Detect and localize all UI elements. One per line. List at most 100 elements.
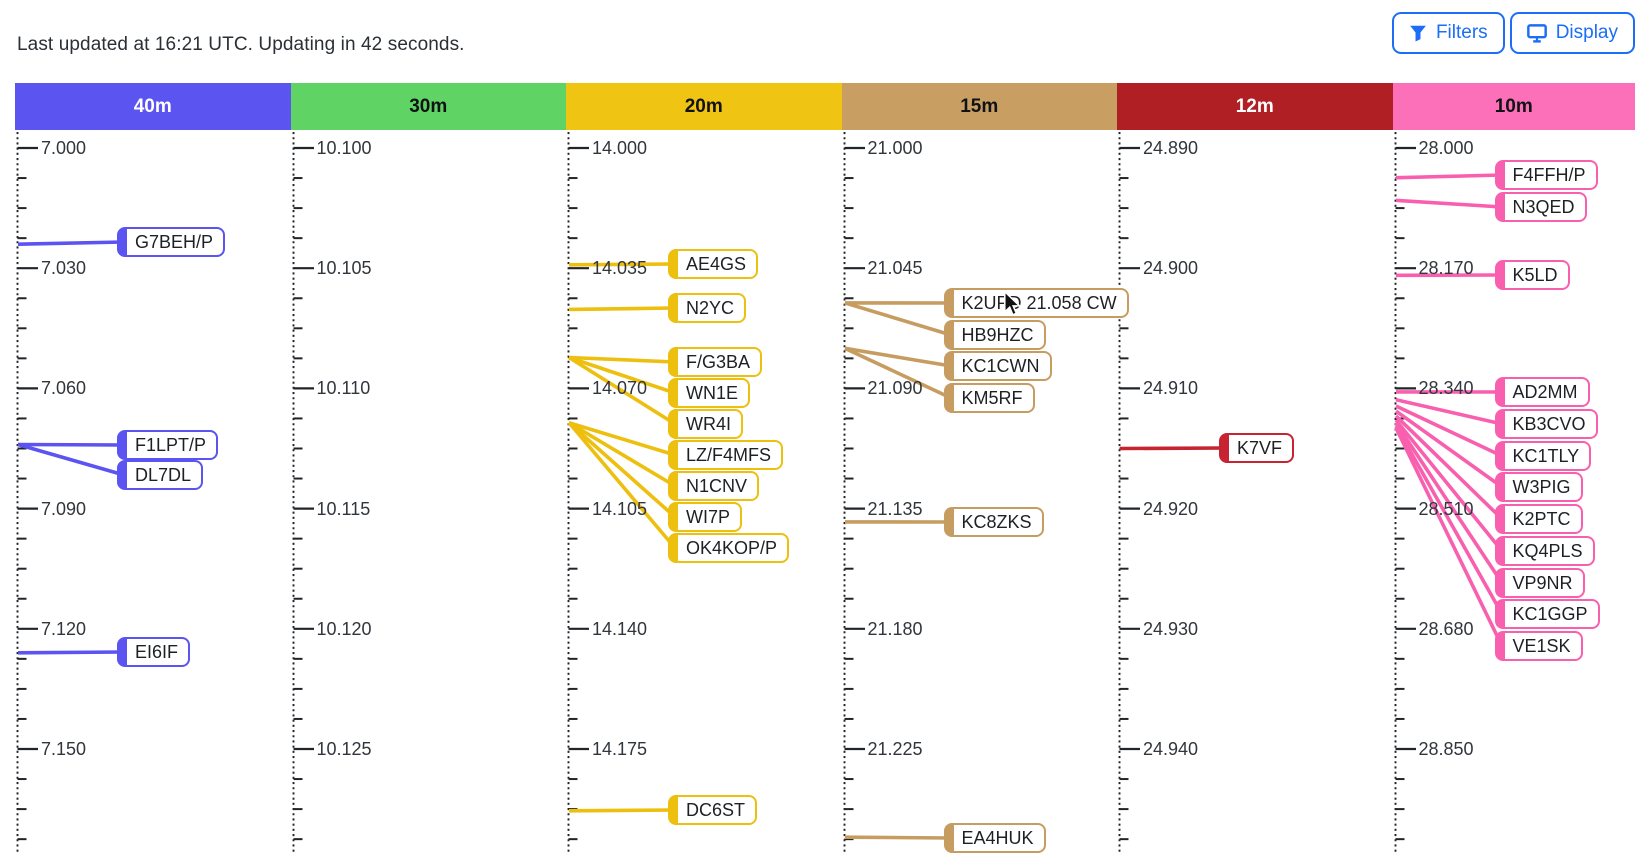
tick-label-24.930: 24.930 [1143, 616, 1198, 642]
tick-label-28.680: 28.680 [1419, 616, 1474, 642]
spot-lz-f4mfs[interactable]: LZ/F4MFS [668, 440, 783, 470]
spot-f4ffh-p[interactable]: F4FFH/P [1495, 160, 1598, 190]
tick-label-14.000: 14.000 [592, 135, 647, 161]
spot-line-dc6st [569, 810, 675, 811]
spot-ad2mm[interactable]: AD2MM [1495, 377, 1590, 407]
tick-label-10.105: 10.105 [317, 255, 372, 281]
tick-label-24.890: 24.890 [1143, 135, 1198, 161]
filters-button[interactable]: Filters [1392, 12, 1505, 54]
spot-f1lpt-p[interactable]: F1LPT/P [117, 430, 218, 460]
spot-kc1tly[interactable]: KC1TLY [1495, 441, 1592, 471]
spot-line-hb9hzc [845, 303, 951, 335]
spot-k2ptc[interactable]: K2PTC [1495, 504, 1583, 534]
spot-ve1sk[interactable]: VE1SK [1495, 631, 1583, 661]
spot-wr4i[interactable]: WR4I [668, 409, 743, 439]
spot-kc1ggp[interactable]: KC1GGP [1495, 599, 1600, 629]
spot-vp9nr[interactable]: VP9NR [1495, 568, 1585, 598]
spot-n3qed[interactable]: N3QED [1495, 192, 1587, 222]
band-scale-10m: 28.000 28.170 28.340 28.510 28.680 28.850 F4FF… [1393, 130, 1636, 852]
tick-label-7.150: 7.150 [41, 736, 86, 762]
band-column-10m: 10m 28.000 28.170 28.340 28.510 28.680 28.850 F… [1393, 83, 1636, 852]
spot-line-f1lpt-p [18, 444, 124, 445]
tick-label-14.175: 14.175 [592, 736, 647, 762]
tick-label-24.920: 24.920 [1143, 496, 1198, 522]
spot-ae4gs[interactable]: AE4GS [668, 249, 758, 279]
display-button[interactable]: Display [1510, 12, 1635, 54]
tick-label-10.110: 10.110 [317, 375, 371, 401]
spot-ei6if[interactable]: EI6IF [117, 637, 190, 667]
spot-f-g3ba[interactable]: F/G3BA [668, 347, 762, 377]
tick-label-28.170: 28.170 [1419, 255, 1474, 281]
band-header-15m: 15m [842, 83, 1118, 130]
band-header-30m: 30m [291, 83, 567, 130]
spot-line-ei6if [18, 652, 124, 653]
band-header-10m: 10m [1393, 83, 1636, 130]
tick-label-21.000: 21.000 [868, 135, 923, 161]
tick-label-21.135: 21.135 [868, 496, 923, 522]
tick-label-14.140: 14.140 [592, 616, 647, 642]
spot-line-g7beh-p [18, 242, 124, 244]
spot-k2upd-21-058-cw[interactable]: K2UPD 21.058 CW [944, 288, 1129, 318]
tick-label-28.340: 28.340 [1419, 375, 1474, 401]
tick-label-24.900: 24.900 [1143, 255, 1198, 281]
spot-line-k7vf [1120, 448, 1226, 449]
spot-line-n1cnv [569, 423, 675, 486]
spot-n1cnv[interactable]: N1CNV [668, 471, 759, 501]
tick-label-28.510: 28.510 [1419, 496, 1474, 522]
spot-wn1e[interactable]: WN1E [668, 378, 750, 408]
spot-kc1cwn[interactable]: KC1CWN [944, 351, 1052, 381]
spot-n2yc[interactable]: N2YC [668, 293, 746, 323]
tick-label-21.045: 21.045 [868, 255, 923, 281]
spot-km5rf[interactable]: KM5RF [944, 383, 1035, 413]
display-monitor-icon [1527, 24, 1547, 43]
spot-line-n2yc [569, 308, 675, 309]
tick-label-10.125: 10.125 [317, 736, 372, 762]
spot-k7vf[interactable]: K7VF [1219, 433, 1294, 463]
spot-line-ve1sk [1396, 428, 1502, 646]
spot-ea4huk[interactable]: EA4HUK [944, 823, 1046, 853]
tick-label-28.000: 28.000 [1419, 135, 1474, 161]
tick-label-14.105: 14.105 [592, 496, 647, 522]
spot-ok4kop-p[interactable]: OK4KOP/P [668, 533, 789, 563]
spot-k5ld[interactable]: K5LD [1495, 260, 1570, 290]
spot-dl7dl[interactable]: DL7DL [117, 460, 203, 490]
spot-line-kq4pls [1396, 420, 1502, 551]
tick-label-21.090: 21.090 [868, 375, 923, 401]
spot-line-dl7dl [18, 444, 124, 475]
band-header-12m: 12m [1117, 83, 1393, 130]
tick-label-24.940: 24.940 [1143, 736, 1198, 762]
tick-label-7.030: 7.030 [41, 255, 86, 281]
spot-dc6st[interactable]: DC6ST [668, 795, 757, 825]
tick-label-7.120: 7.120 [41, 616, 86, 642]
spot-line-ok4kop-p [569, 423, 675, 548]
tick-label-10.100: 10.100 [317, 135, 372, 161]
spot-kc8zks[interactable]: KC8ZKS [944, 507, 1044, 537]
spot-g7beh-p[interactable]: G7BEH/P [117, 227, 225, 257]
band-header-20m: 20m [566, 83, 842, 130]
tick-label-21.225: 21.225 [868, 736, 923, 762]
filter-funnel-icon [1409, 24, 1427, 42]
display-button-label: Display [1556, 22, 1618, 44]
tick-label-10.115: 10.115 [317, 496, 371, 522]
spot-line-ea4huk [845, 837, 951, 838]
tick-label-7.060: 7.060 [41, 375, 86, 401]
tick-label-14.035: 14.035 [592, 255, 647, 281]
toolbar: Filters Display [1392, 12, 1635, 54]
spot-kq4pls[interactable]: KQ4PLS [1495, 536, 1595, 566]
tick-label-28.850: 28.850 [1419, 736, 1474, 762]
tick-label-7.090: 7.090 [41, 496, 86, 522]
spot-w3pig[interactable]: W3PIG [1495, 472, 1583, 502]
spot-hb9hzc[interactable]: HB9HZC [944, 320, 1046, 350]
spot-wi7p[interactable]: WI7P [668, 502, 742, 532]
band-header-40m: 40m [15, 83, 291, 130]
spot-kb3cvo[interactable]: KB3CVO [1495, 409, 1598, 439]
spot-line-n3qed [1396, 200, 1502, 207]
